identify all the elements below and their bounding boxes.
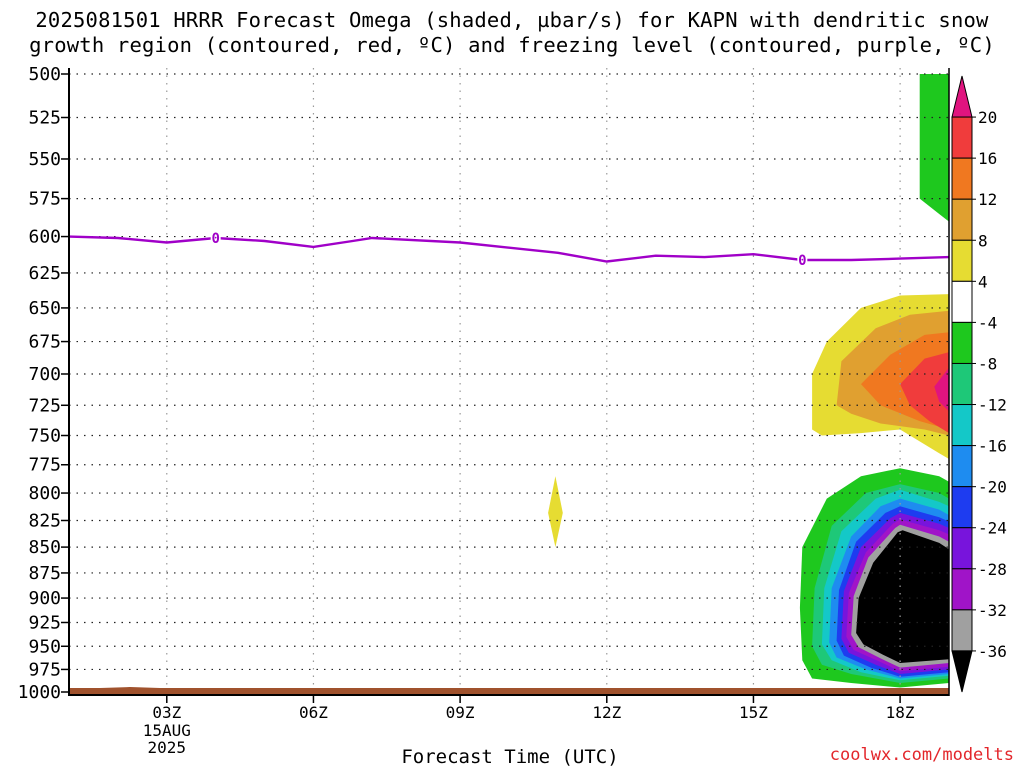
omega-region-upper-sinking: [919, 74, 949, 222]
pressure-axis: 500 525 550 575 600 625 650 675 700 725 750 775 800 8…: [18, 64, 69, 703]
colorbar-label: -4: [978, 313, 997, 332]
y-tick-label-950: 950: [28, 636, 61, 657]
colorbar-swatch: [951, 157, 973, 200]
x-tick-label-18Z: 18Z: [886, 703, 915, 722]
y-tick-label-1000: 1000: [18, 682, 61, 703]
x-tick-label-09Z: 09Z: [446, 703, 475, 722]
colorbar-swatch-bottom: [951, 650, 973, 693]
freezing-level-label: 0: [798, 253, 806, 269]
omega-region-rising-core-16: [900, 352, 949, 434]
y-tick-label-525: 525: [28, 108, 61, 129]
omega-region-small-rising: [548, 476, 563, 548]
y-tick-label-600: 600: [28, 227, 61, 248]
colorbar-label: 8: [978, 231, 988, 250]
omega-region-sinking-core-36: [856, 530, 949, 663]
omega-colorbar: 20 16 12 8 4 -4 -8 -12 -16 -20 -24 -28 -32 -36: [951, 75, 1007, 693]
x-tick-label-12Z: 12Z: [592, 703, 621, 722]
colorbar-swatch: [951, 609, 973, 652]
colorbar-swatch: [951, 280, 973, 323]
freezing-level-line: [69, 235, 949, 263]
y-tick-label-500: 500: [28, 64, 61, 85]
colorbar-label: -36: [978, 642, 1007, 661]
plot-axes: [68, 68, 950, 696]
colorbar-label: -20: [978, 478, 1007, 497]
chart-title: 2025081501 HRRR Forecast Omega (shaded, …: [0, 8, 1024, 58]
x-axis-label: Forecast Time (UTC): [401, 746, 619, 768]
omega-region-rising-core-20: [934, 367, 949, 412]
colorbar-label: 20: [978, 108, 997, 127]
colorbar-label: 16: [978, 149, 997, 168]
y-tick-label-775: 775: [28, 455, 61, 476]
y-tick-label-900: 900: [28, 588, 61, 609]
y-tick-label-650: 650: [28, 298, 61, 319]
y-tick-label-550: 550: [28, 149, 61, 170]
colorbar-swatch: [951, 198, 973, 241]
colorbar-label: 4: [978, 272, 988, 291]
colorbar-label: -32: [978, 601, 1007, 620]
freezing-level-label-bg: [210, 231, 221, 246]
colorbar-label: -16: [978, 437, 1007, 456]
x-tick-label-06Z: 06Z: [299, 703, 328, 722]
y-tick-label-725: 725: [28, 395, 61, 416]
ground-surface: [69, 687, 949, 695]
colorbar-label: -12: [978, 396, 1007, 415]
omega-shading: [548, 74, 949, 688]
y-tick-label-875: 875: [28, 563, 61, 584]
freezing-level-contour: 00: [69, 231, 949, 269]
y-tick-label-800: 800: [28, 483, 61, 504]
chart-title-line2: growth region (contoured, red, ºC) and f…: [29, 33, 995, 57]
x-tick-date: 15AUG: [143, 721, 191, 740]
colorbar-swatch: [951, 486, 973, 529]
colorbar-swatch: [951, 445, 973, 488]
colorbar-swatch: [951, 568, 973, 611]
y-tick-label-700: 700: [28, 364, 61, 385]
colorbar-swatch: [951, 362, 973, 406]
colorbar-label: -24: [978, 519, 1007, 538]
colorbar-label: -28: [978, 560, 1007, 579]
y-tick-label-625: 625: [28, 263, 61, 284]
freezing-level-label: 0: [211, 231, 219, 247]
y-tick-label-575: 575: [28, 189, 61, 210]
y-tick-label-975: 975: [28, 659, 61, 680]
colorbar-swatch: [951, 321, 973, 364]
x-tick-label-03Z: 03Z: [152, 703, 181, 722]
y-tick-label-825: 825: [28, 510, 61, 531]
freezing-level-label-bg: [797, 253, 808, 268]
y-tick-label-675: 675: [28, 332, 61, 353]
colorbar-swatch: [951, 239, 973, 282]
colorbar-swatch: [951, 116, 973, 159]
colorbar-swatch: [951, 404, 973, 447]
colorbar-swatch: [951, 527, 973, 570]
x-tick-label-15Z: 15Z: [739, 703, 768, 722]
ground-strip: [69, 687, 949, 695]
y-tick-label-850: 850: [28, 537, 61, 558]
y-tick-label-750: 750: [28, 426, 61, 447]
chart-title-line1: 2025081501 HRRR Forecast Omega (shaded, …: [35, 8, 989, 32]
colorbar-swatch-top: [951, 75, 973, 118]
colorbar-label: -8: [978, 354, 997, 373]
x-tick-year: 2025: [148, 738, 187, 757]
colorbar-label: 12: [978, 190, 997, 209]
y-tick-label-925: 925: [28, 612, 61, 633]
credit-link[interactable]: coolwx.com/modelts: [829, 745, 1014, 765]
